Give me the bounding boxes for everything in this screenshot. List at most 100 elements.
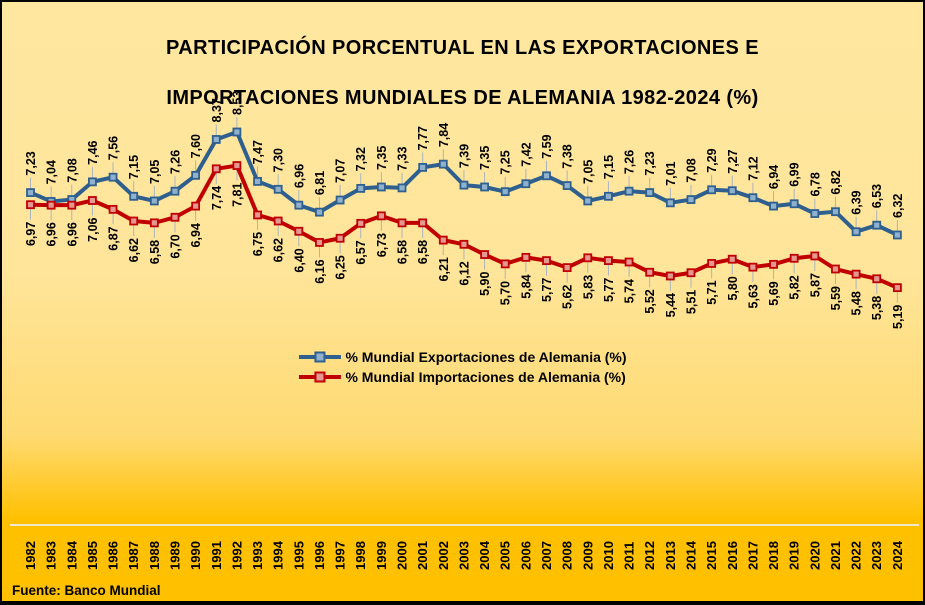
- import-data-label-2000: 6,58: [396, 240, 410, 264]
- x-axis-year-label-1999: 1999: [374, 541, 389, 570]
- import-data-label-2016: 5,80: [726, 276, 740, 300]
- export-data-point-2003: [459, 180, 469, 190]
- export-data-label-2016: 7,27: [726, 149, 740, 173]
- import-data-label-1992: 7,81: [230, 183, 244, 207]
- import-data-point-2018: [769, 259, 778, 269]
- export-data-point-2001: [418, 163, 428, 172]
- chart-title-line-2: IMPORTACIONES MUNDIALES DE ALEMANIA 1982…: [166, 87, 759, 109]
- import-data-label-2013: 5,44: [664, 293, 678, 317]
- import-data-point-2008: [562, 263, 572, 273]
- export-data-label-2022: 6,39: [850, 190, 864, 214]
- x-axis-year-label-2024: 2024: [890, 540, 905, 570]
- chart-legend: % Mundial Exportaciones de Alemania (%) …: [298, 349, 627, 385]
- import-data-point-1984: [67, 200, 77, 210]
- export-data-point-1988: [149, 196, 159, 206]
- export-data-label-1986: 7,56: [107, 136, 121, 160]
- x-axis-year-label-2022: 2022: [849, 541, 864, 570]
- export-data-point-1995: [294, 200, 304, 210]
- export-data-point-2019: [789, 199, 799, 209]
- export-data-label-1989: 7,26: [168, 150, 182, 174]
- export-data-label-2006: 7,42: [519, 142, 533, 166]
- export-data-label-2015: 7,29: [705, 148, 719, 172]
- export-data-label-2001: 7,77: [416, 126, 430, 150]
- import-data-point-2023: [872, 274, 882, 284]
- import-data-point-2009: [583, 253, 593, 263]
- export-data-label-2009: 7,05: [581, 160, 595, 184]
- import-data-point-1990: [191, 201, 201, 211]
- export-data-point-2018: [769, 201, 778, 211]
- import-data-label-1999: 6,73: [375, 233, 389, 257]
- import-data-point-1994: [273, 216, 283, 226]
- export-data-point-1990: [191, 170, 201, 180]
- export-data-label-2011: 7,26: [623, 150, 637, 174]
- export-data-point-2013: [665, 198, 675, 208]
- import-data-label-2003: 6,12: [457, 261, 471, 285]
- export-data-label-1983: 7,04: [45, 160, 59, 184]
- import-data-label-1996: 6,16: [313, 259, 327, 283]
- import-data-label-1986: 6,87: [107, 226, 121, 250]
- x-axis-year-label-2009: 2009: [580, 541, 595, 570]
- x-axis-year-label-2003: 2003: [456, 541, 471, 570]
- x-axis-year-label-1986: 1986: [106, 541, 121, 570]
- import-data-point-2011: [624, 257, 634, 267]
- x-axis-year-label-2014: 2014: [683, 540, 698, 570]
- import-data-point-1992: [232, 161, 242, 170]
- export-data-label-2013: 7,01: [664, 161, 678, 185]
- import-data-point-2005: [500, 259, 510, 269]
- x-axis-year-label-1992: 1992: [229, 541, 244, 570]
- import-data-point-2012: [645, 267, 655, 277]
- x-axis-year-label-2004: 2004: [477, 540, 492, 570]
- import-data-point-1986: [108, 204, 118, 214]
- export-data-point-1991: [211, 135, 221, 144]
- import-data-label-1989: 6,70: [168, 234, 182, 258]
- import-data-label-1994: 6,62: [272, 238, 286, 262]
- export-data-label-1999: 7,35: [375, 146, 389, 170]
- source-note: Fuente: Banco Mundial: [12, 583, 161, 598]
- export-data-point-2012: [645, 188, 655, 197]
- export-data-label-2007: 7,59: [540, 134, 554, 158]
- x-axis-year-label-1989: 1989: [167, 541, 182, 570]
- import-data-label-1984: 6,96: [65, 222, 79, 246]
- x-axis-year-label-2021: 2021: [828, 541, 843, 570]
- import-legend-marker-icon: [313, 371, 325, 383]
- x-axis-year-label-2018: 2018: [766, 541, 781, 570]
- import-data-point-2020: [810, 251, 820, 261]
- export-data-label-1992: 8,53: [230, 91, 244, 115]
- export-data-label-1988: 7,05: [148, 160, 162, 184]
- import-data-label-1983: 6,96: [45, 222, 59, 246]
- x-axis-year-label-2011: 2011: [622, 542, 637, 570]
- export-data-label-2014: 7,08: [684, 158, 698, 182]
- export-data-point-1985: [88, 177, 97, 187]
- import-data-point-1993: [253, 210, 262, 220]
- export-data-label-1985: 7,46: [86, 140, 100, 164]
- export-data-point-2005: [500, 187, 510, 197]
- export-data-point-1989: [170, 186, 180, 196]
- export-data-point-2004: [480, 182, 489, 192]
- x-axis-year-label-1982: 1982: [23, 541, 38, 570]
- import-data-point-1988: [149, 218, 159, 228]
- import-data-point-1999: [376, 211, 386, 221]
- export-data-label-1993: 7,47: [251, 140, 265, 164]
- export-data-label-1995: 6,96: [292, 164, 306, 188]
- export-data-label-2018: 6,94: [767, 165, 781, 189]
- x-axis-year-label-1987: 1987: [126, 541, 141, 570]
- import-data-point-1989: [170, 212, 180, 222]
- import-data-label-2007: 5,77: [540, 278, 554, 302]
- import-data-label-1990: 6,94: [189, 223, 203, 247]
- export-data-point-1998: [356, 183, 366, 193]
- import-data-label-1987: 6,62: [127, 238, 141, 262]
- x-axis-year-label-1984: 1984: [64, 540, 79, 570]
- import-data-label-2018: 5,69: [767, 281, 781, 305]
- x-axis-year-label-1995: 1995: [291, 541, 306, 570]
- export-data-point-1996: [315, 207, 324, 217]
- x-axis-year-label-2010: 2010: [601, 541, 616, 570]
- import-data-point-1995: [294, 226, 304, 236]
- import-data-point-2016: [727, 254, 737, 264]
- import-data-label-2024: 5,19: [891, 305, 905, 329]
- export-legend-marker-icon: [313, 351, 325, 363]
- export-data-point-2010: [604, 191, 613, 201]
- legend-item-importaciones: % Mundial Importaciones de Alemania (%): [298, 369, 626, 385]
- import-data-label-2006: 5,84: [519, 274, 533, 298]
- export-data-label-1982: 7,23: [24, 151, 38, 175]
